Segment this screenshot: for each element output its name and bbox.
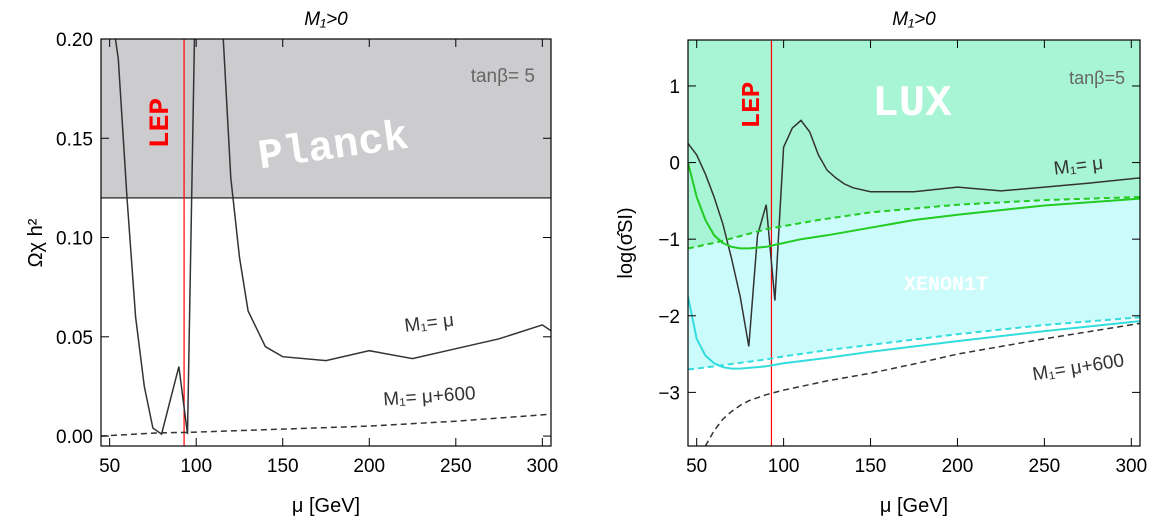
y-tick-label: 0 <box>669 154 680 175</box>
x-axis-label: μ [GeV] <box>880 495 948 517</box>
y-tick-label: 0.15 <box>56 129 93 150</box>
y-tick-label: 0.10 <box>56 229 93 250</box>
x-tick-label: 300 <box>526 456 558 477</box>
chart-title: M₁>0 <box>304 9 348 30</box>
x-tick-label: 250 <box>440 456 472 477</box>
x-tick-label: 100 <box>768 456 800 477</box>
y-tick-label: 0.20 <box>56 30 93 51</box>
y-tick-label: 0.00 <box>56 427 93 448</box>
x-tick-label: 150 <box>855 456 887 477</box>
tanbeta-label: tanβ=5 <box>1069 68 1125 88</box>
y-tick-label: −3 <box>658 383 680 404</box>
x-tick-label: 100 <box>180 456 212 477</box>
x-tick-label: 200 <box>353 456 385 477</box>
lux-region-label: LUX <box>872 79 952 129</box>
y-axis-label: log(σ̂SI) <box>615 207 637 278</box>
series-label-m1-eq-mu-600: M₁= μ+600 <box>383 383 477 410</box>
x-tick-label: 200 <box>942 456 974 477</box>
direct-detection-chart: 50 100 150 200 250 300 −3 −2 −1 0 1 M₁>0 μ [GeV] l… <box>615 9 1147 517</box>
chart-title: M₁>0 <box>892 9 936 30</box>
x-tick-label: 50 <box>99 456 120 477</box>
y-tick-label: −1 <box>658 230 680 251</box>
series-line-1 <box>101 414 551 436</box>
y-tick-label: 0.05 <box>56 328 93 349</box>
y-tick-label: 1 <box>669 77 680 98</box>
lep-label: LEP <box>737 82 767 129</box>
y-tick-label: −2 <box>658 307 680 328</box>
relic-density-chart: 50 100 150 200 250 300 0.00 0.05 0.10 0.15 0.20 M₁… <box>25 0 558 517</box>
series-label-m1-eq-mu: M₁= μ <box>403 310 455 337</box>
lep-label: LEP <box>146 98 177 148</box>
x-tick-label: 50 <box>686 456 707 477</box>
x-tick-label: 150 <box>267 456 299 477</box>
x-tick-label: 300 <box>1115 456 1147 477</box>
x-tick-label: 250 <box>1029 456 1061 477</box>
x-axis-label: μ [GeV] <box>292 495 360 517</box>
tanbeta-label: tanβ= 5 <box>471 66 535 87</box>
xenon-region-label: XENON1T <box>904 274 988 297</box>
y-axis-label: Ωχ h² <box>25 218 47 267</box>
series-label-m1-eq-mu-600: M₁= μ+600 <box>1031 350 1126 385</box>
